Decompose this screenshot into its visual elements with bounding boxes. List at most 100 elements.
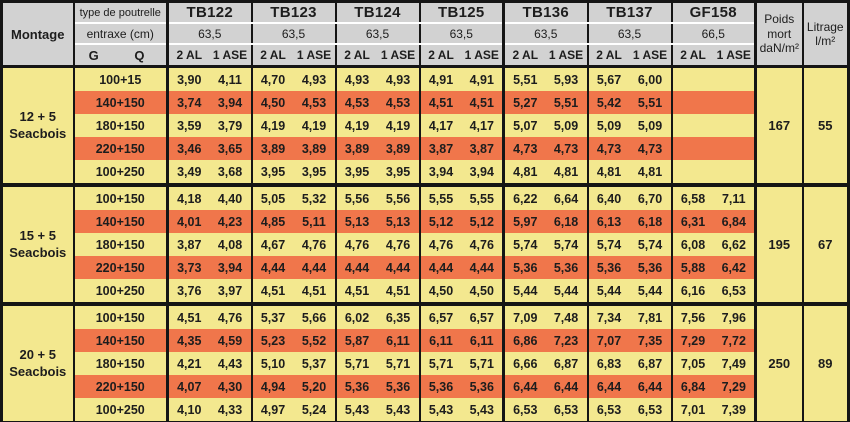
beam-header-tb136: TB136 — [503, 1, 589, 24]
subheader-1ase: 1 ASE — [209, 44, 253, 68]
value-cell: 5,56 — [335, 183, 378, 210]
value-cell: 6,22 — [503, 183, 546, 210]
value-cell: 5,71 — [419, 352, 462, 375]
row-label: 100+15 — [73, 66, 169, 91]
table-row: 140+150 3,74 3,94 4,50 4,53 4,53 4,53 4,51 4,51 5… — [2, 91, 849, 114]
value-cell: 4,01 — [167, 210, 210, 233]
value-cell: 4,50 — [461, 279, 505, 304]
value-cell: 4,73 — [503, 137, 546, 160]
value-cell: 4,93 — [293, 66, 337, 91]
value-cell: 5,36 — [587, 256, 630, 279]
value-cell: 4,59 — [209, 329, 253, 352]
value-cell: 4,50 — [419, 279, 462, 304]
value-cell: 4,91 — [461, 66, 505, 91]
table-row: 140+150 4,35 4,59 5,23 5,52 5,87 6,11 6,11 6,11 6… — [2, 329, 849, 352]
value-cell: 3,49 — [167, 160, 210, 185]
value-cell: 4,35 — [167, 329, 210, 352]
value-cell: 3,87 — [167, 233, 210, 256]
montage-header: Montage — [1, 1, 75, 68]
value-cell: 3,89 — [335, 137, 378, 160]
value-cell: 4,93 — [377, 66, 421, 91]
value-cell: 4,19 — [335, 114, 378, 137]
value-cell: 4,40 — [209, 183, 253, 210]
entraxe-header: entraxe (cm) — [73, 23, 169, 45]
value-cell: 5,36 — [419, 375, 462, 398]
subheader-1ase: 1 ASE — [629, 44, 673, 68]
value-cell: 6,58 — [671, 183, 714, 210]
value-cell: 4,23 — [209, 210, 253, 233]
value-cell: 4,53 — [377, 91, 421, 114]
table-row: 20 + 5 Seacbois 100+150 4,51 4,76 5,37 5,66 6,0… — [1, 302, 849, 422]
value-cell: 5,09 — [587, 114, 630, 137]
table-row: 180+150 3,87 4,08 4,67 4,76 4,76 4,76 4,76 4,76 5… — [2, 233, 849, 256]
value-cell: 6,13 — [587, 210, 630, 233]
value-cell: 3,95 — [377, 160, 421, 185]
table-row: 15 + 5 Seacbois 100+150 4,18 4,40 5,05 5,32 5,5… — [1, 183, 849, 304]
subheader-1ase: 1 ASE — [293, 44, 337, 68]
montage-group-label: 20 + 5 Seacbois — [1, 302, 75, 422]
value-cell: 7,05 — [671, 352, 714, 375]
value-cell: 6,53 — [503, 398, 546, 422]
value-cell — [713, 66, 758, 91]
value-cell: 3,79 — [209, 114, 253, 137]
entraxe-gf158: 66,5 — [671, 23, 758, 45]
value-cell: 5,87 — [335, 329, 378, 352]
table-row: 100+250 3,49 3,68 3,95 3,95 3,95 3,95 3,94 3,94 4… — [2, 160, 849, 185]
value-cell: 5,05 — [251, 183, 294, 210]
table-row: 140+150 4,01 4,23 4,85 5,11 5,13 5,13 5,12 5,12 5… — [2, 210, 849, 233]
value-cell: 6,18 — [545, 210, 589, 233]
value-cell: 5,24 — [293, 398, 337, 422]
value-cell: 3,87 — [419, 137, 462, 160]
value-cell: 6,62 — [713, 233, 758, 256]
value-cell: 4,08 — [209, 233, 253, 256]
beam-header-tb125: TB125 — [419, 1, 505, 24]
row-label: 180+150 — [73, 114, 169, 137]
value-cell: 7,07 — [587, 329, 630, 352]
montage-group-label: 12 + 5 Seacbois — [1, 66, 75, 185]
value-cell: 4,17 — [461, 114, 505, 137]
subheader-2al: 2 AL — [251, 44, 294, 68]
value-cell: 5,71 — [377, 352, 421, 375]
value-cell: 5,37 — [251, 302, 294, 329]
value-cell: 6,57 — [419, 302, 462, 329]
value-cell: 4,81 — [503, 160, 546, 185]
value-cell: 5,09 — [545, 114, 589, 137]
poids-mort-value: 195 — [755, 183, 804, 304]
value-cell — [713, 137, 758, 160]
value-cell: 5,74 — [503, 233, 546, 256]
value-cell: 4,76 — [209, 302, 253, 329]
row-label: 180+150 — [73, 352, 169, 375]
value-cell — [671, 160, 714, 185]
value-cell: 5,36 — [629, 256, 673, 279]
value-cell: 3,76 — [167, 279, 210, 304]
value-cell: 4,73 — [629, 137, 673, 160]
table-row: 180+150 4,21 4,43 5,10 5,37 5,71 5,71 5,71 5,71 6… — [2, 352, 849, 375]
montage-group-label: 15 + 5 Seacbois — [1, 183, 75, 304]
value-cell: 7,39 — [713, 398, 758, 422]
value-cell: 4,51 — [377, 279, 421, 304]
value-cell: 6,11 — [461, 329, 505, 352]
value-cell: 5,97 — [503, 210, 546, 233]
value-cell: 4,73 — [587, 137, 630, 160]
value-cell: 5,74 — [587, 233, 630, 256]
value-cell: 4,51 — [419, 91, 462, 114]
value-cell: 5,66 — [293, 302, 337, 329]
value-cell — [713, 114, 758, 137]
value-cell: 4,07 — [167, 375, 210, 398]
value-cell: 5,32 — [293, 183, 337, 210]
value-cell: 3,90 — [167, 66, 210, 91]
subheader-1ase: 1 ASE — [545, 44, 589, 68]
row-label: 100+250 — [73, 398, 169, 422]
value-cell: 4,19 — [377, 114, 421, 137]
value-cell: 4,97 — [251, 398, 294, 422]
entraxe-tb125: 63,5 — [419, 23, 505, 45]
value-cell: 7,09 — [503, 302, 546, 329]
value-cell: 4,51 — [335, 279, 378, 304]
value-cell: 7,48 — [545, 302, 589, 329]
value-cell: 4,44 — [419, 256, 462, 279]
value-cell: 5,09 — [629, 114, 673, 137]
value-cell: 5,13 — [377, 210, 421, 233]
value-cell: 5,55 — [419, 183, 462, 210]
value-cell: 6,53 — [587, 398, 630, 422]
value-cell: 5,43 — [335, 398, 378, 422]
